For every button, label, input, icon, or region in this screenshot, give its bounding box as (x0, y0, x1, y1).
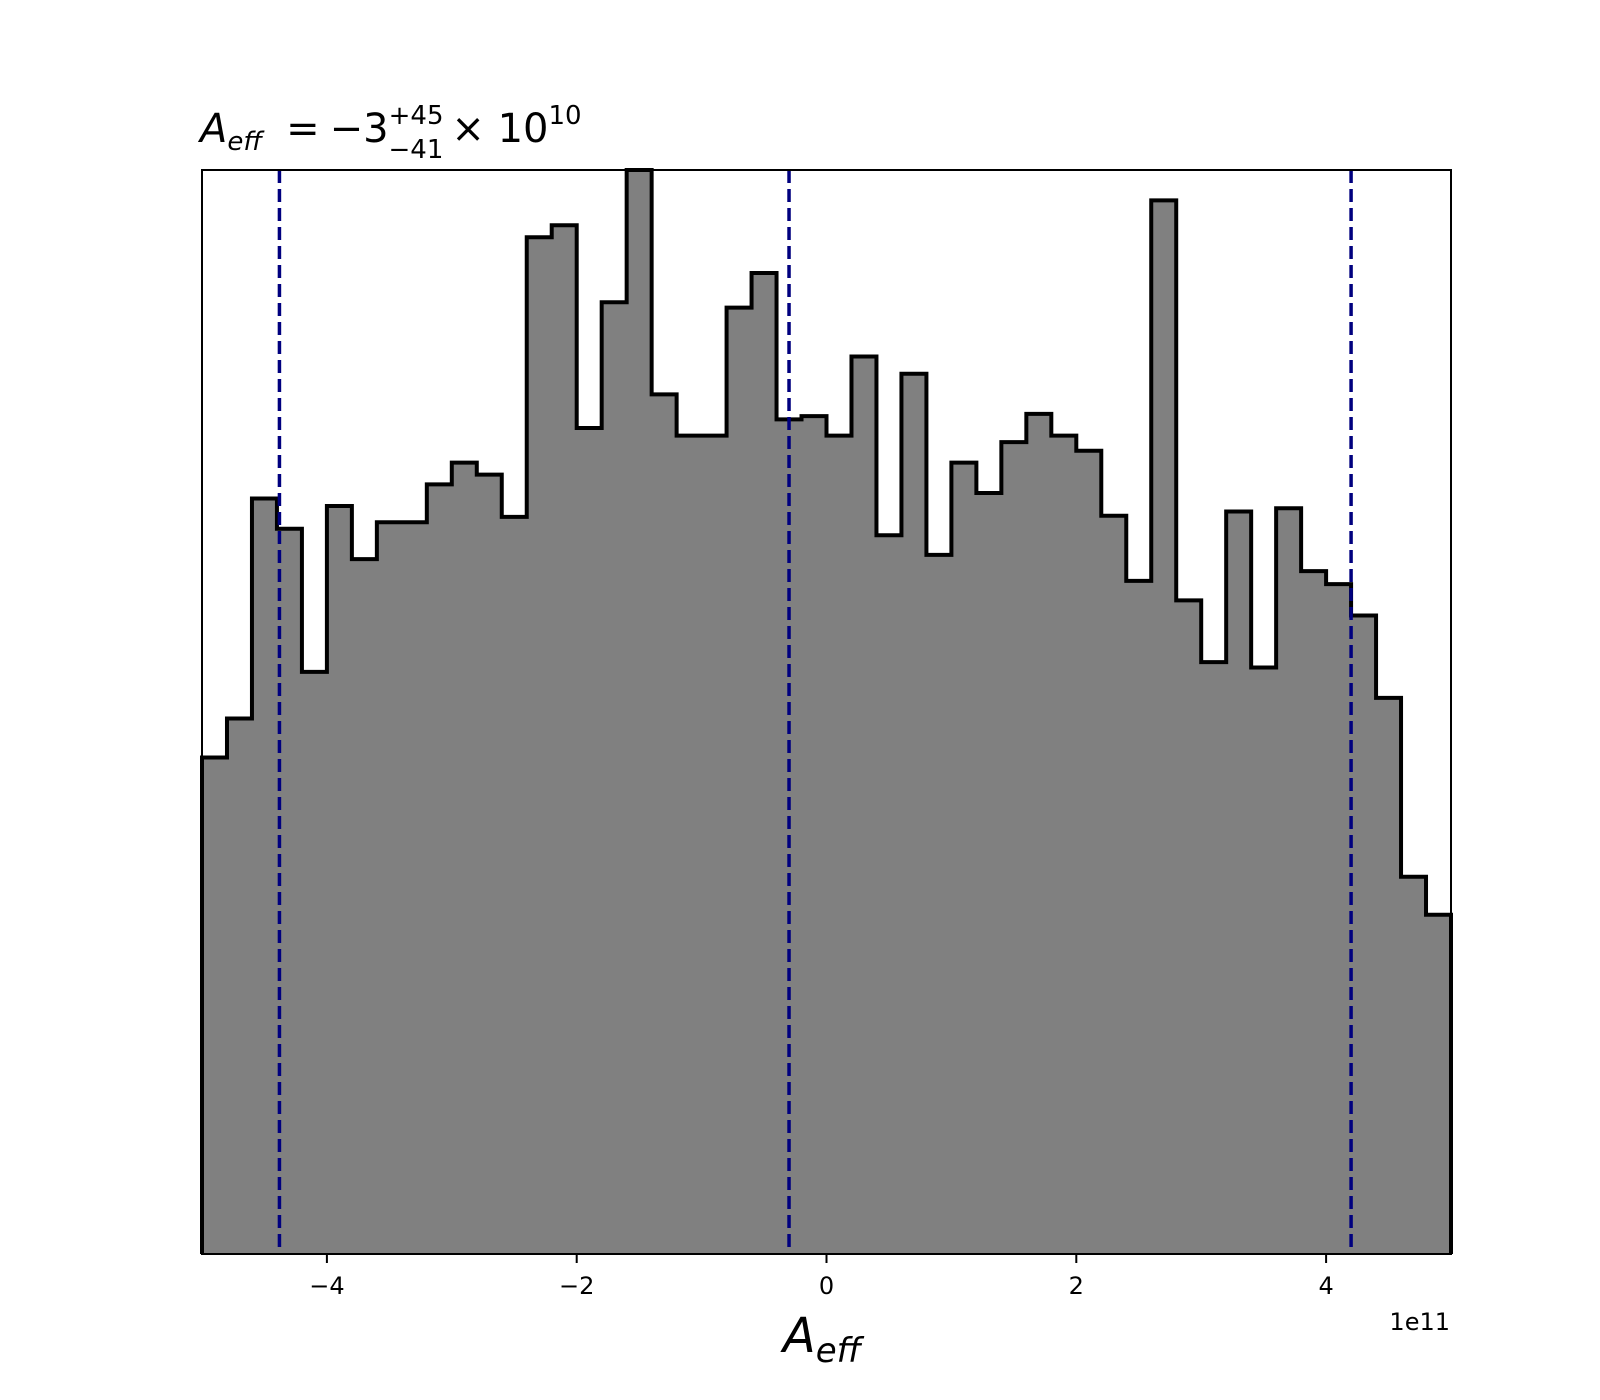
histogram-bar (801, 416, 828, 1254)
histogram-bar (1251, 667, 1277, 1254)
title-exponent: 10 (549, 101, 582, 131)
histogram-bars (200, 168, 1453, 1255)
histogram-bar (1326, 584, 1352, 1254)
x-axis-label-main: A (780, 1308, 816, 1364)
histogram-bar (351, 559, 378, 1254)
histogram-bar (1176, 600, 1202, 1254)
title-multiplier: × 10 (451, 106, 548, 152)
histogram-bar (1351, 615, 1377, 1254)
histogram-bar (1076, 450, 1102, 1255)
chart-title: Aeff = −3+45 −41 × 1010 (197, 101, 582, 165)
x-tick-label: 4 (1318, 1272, 1333, 1300)
x-tick-label: 2 (1069, 1272, 1084, 1300)
histogram-bar (651, 394, 678, 1254)
histogram-bar (202, 757, 228, 1254)
histogram-bar (401, 522, 428, 1254)
histogram-bar (526, 237, 553, 1254)
quantile-lines (277, 170, 1353, 1254)
histogram-bar (1126, 580, 1152, 1254)
x-axis-ticks: −4 −2 0 2 4 (309, 1254, 1334, 1300)
title-median: −3 (330, 106, 389, 152)
histogram-bar (551, 225, 578, 1255)
title-equals: = (286, 106, 320, 152)
histogram-bar (676, 435, 703, 1255)
histogram-bar (1201, 662, 1227, 1254)
title-variable-subscript: eff (227, 127, 265, 157)
histogram-bar (226, 718, 253, 1254)
x-tick-label: 0 (819, 1272, 834, 1300)
title-upper-error: +45 (389, 101, 444, 131)
histogram-bar (1401, 876, 1427, 1254)
histogram-bar (1001, 442, 1027, 1255)
histogram-bar (1276, 508, 1302, 1254)
histogram-bar (1301, 571, 1327, 1254)
histogram-bar (376, 522, 403, 1254)
histogram-bar (626, 170, 653, 1254)
histogram-bar (1026, 413, 1052, 1254)
histogram-bar (1376, 697, 1402, 1254)
histogram-bar (726, 307, 753, 1255)
histogram-bar (826, 435, 853, 1255)
histogram-bar (501, 516, 528, 1254)
histogram-bar (1226, 511, 1252, 1255)
histogram-bar (876, 535, 903, 1254)
histogram-bar (1101, 515, 1127, 1254)
histogram-bar (576, 427, 603, 1254)
histogram-bar (926, 554, 952, 1254)
x-axis-label-subscript: eff (816, 1331, 865, 1371)
title-variable: A (197, 106, 227, 152)
histogram-bar (301, 671, 328, 1254)
histogram-bar (426, 484, 453, 1254)
histogram-bar (1151, 200, 1177, 1254)
histogram-bar (751, 272, 778, 1255)
histogram-bar (901, 373, 928, 1254)
histogram-bar (951, 462, 977, 1254)
histogram-bar (451, 462, 478, 1254)
histogram-bar (976, 493, 1002, 1255)
x-axis-offset-label: 1e11 (1389, 1308, 1450, 1336)
x-axis-label: Aeff (780, 1308, 865, 1371)
histogram-bar (601, 302, 628, 1254)
histogram-bar (1051, 435, 1077, 1255)
histogram-bar (701, 435, 728, 1255)
histogram-bar (1426, 914, 1452, 1254)
histogram-bar (251, 498, 278, 1254)
histogram-bar (851, 356, 878, 1254)
x-tick-label: −4 (309, 1272, 344, 1300)
histogram-bar (326, 506, 353, 1254)
title-lower-error: −41 (389, 135, 444, 165)
histogram-outline (200, 168, 1453, 1254)
x-tick-label: −2 (559, 1272, 594, 1300)
histogram-bar (276, 528, 303, 1254)
histogram-bar (476, 474, 503, 1254)
